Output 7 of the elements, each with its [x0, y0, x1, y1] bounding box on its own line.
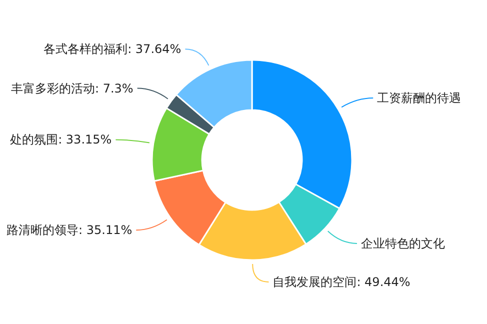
slice-label: 自我发展的空间: 49.44% [272, 275, 410, 289]
slice-label: 工资薪酬的待遇 [377, 91, 462, 106]
slice-label: 企业特色的文化 [360, 236, 445, 250]
slice-label: 各式各样的福利: 37.64% [44, 42, 182, 56]
slice-label: 丰富多彩的活动: 7.3% [10, 81, 134, 96]
slice-label: 处的氛围: 33.15% [10, 132, 112, 147]
slice-label: 路清晰的领导: 35.11% [6, 223, 132, 238]
